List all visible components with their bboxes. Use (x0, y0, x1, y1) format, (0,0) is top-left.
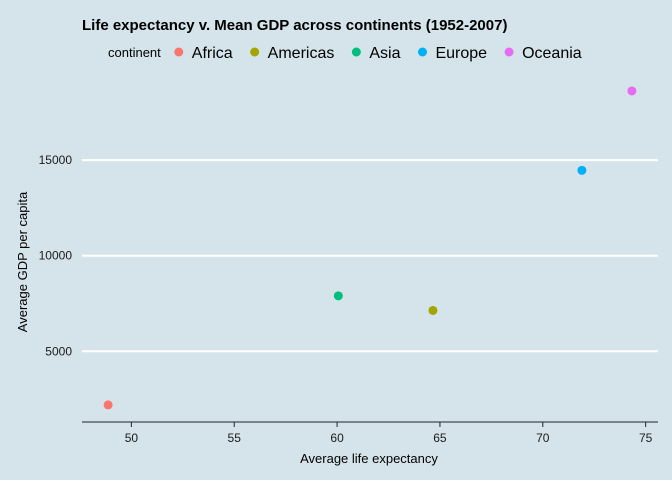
data-point-asia (333, 291, 343, 301)
data-point-americas (428, 305, 438, 315)
legend-item-africa: Africa (174, 45, 233, 62)
y-axis-title: Average GDP per capita (15, 191, 30, 332)
legend-key (250, 47, 260, 57)
data-points (103, 86, 637, 410)
legend-key (504, 47, 514, 57)
legend-label: Africa (192, 45, 233, 62)
grid (82, 159, 658, 353)
x-tick-label: 75 (639, 431, 653, 445)
y-tick-label: 10000 (39, 249, 73, 263)
legend-key (417, 47, 427, 57)
legend-key (174, 47, 184, 57)
legend-item-asia: Asia (351, 45, 401, 62)
y-tick-label: 15000 (39, 153, 73, 167)
legend-label: Europe (435, 45, 487, 62)
legend: continent Africa Americas Asia Europe Oceani… (108, 45, 582, 62)
x-tick-label: 55 (228, 431, 242, 445)
x-tick-label: 65 (433, 431, 447, 445)
chart-title: Life expectancy v. Mean GDP across conti… (82, 17, 507, 34)
legend-key (351, 47, 361, 57)
x-axis-title: Average life expectancy (300, 451, 438, 466)
x-tick-label: 60 (330, 431, 344, 445)
legend-item-americas: Americas (250, 45, 334, 62)
y-tick-label: 5000 (45, 344, 72, 358)
data-point-oceania (627, 86, 637, 96)
x-tick-label: 70 (536, 431, 550, 445)
data-point-africa (103, 400, 113, 410)
data-point-europe (577, 165, 587, 175)
x-tick-label: 50 (125, 431, 139, 445)
axes: 5000 10000 15000 50 55 60 65 70 75 (39, 153, 658, 445)
legend-title: continent (108, 45, 161, 60)
legend-label: Oceania (522, 45, 582, 62)
legend-label: Americas (268, 45, 335, 62)
legend-label: Asia (369, 45, 400, 62)
legend-item-oceania: Oceania (504, 45, 582, 62)
legend-item-europe: Europe (417, 45, 487, 62)
